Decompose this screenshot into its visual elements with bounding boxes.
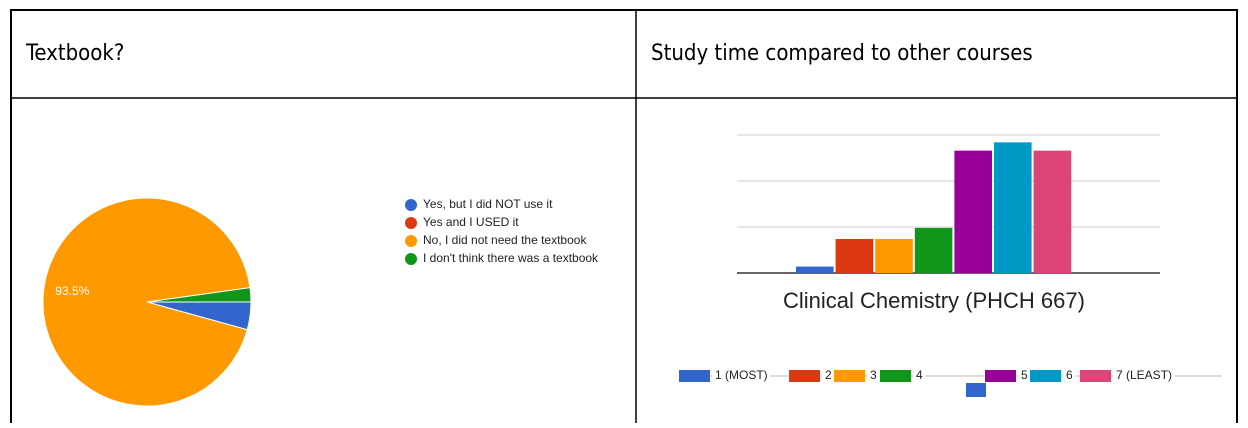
legend-bg [1113, 368, 1176, 384]
bar [954, 150, 992, 273]
legend-dot [405, 235, 417, 247]
legend-swatch [1080, 370, 1111, 382]
bar [875, 238, 913, 273]
legend-label: I don't think there was a textbook [423, 251, 599, 265]
legend-label: No, I did not need the textbook [423, 233, 587, 247]
legend-label: 3 [870, 368, 877, 382]
bar [796, 266, 834, 273]
bar [994, 142, 1032, 273]
legend-label: Yes, but I did NOT use it [423, 197, 553, 211]
legend-swatch [880, 370, 911, 382]
legend-dot [405, 253, 417, 265]
legend-label: 1 (MOST) [715, 368, 768, 382]
header-cell: Textbook? [25, 41, 124, 66]
bar [914, 227, 953, 273]
legend-label: 4 [916, 368, 923, 382]
table-border [10, 9, 1238, 428]
slice-label: 93.5% [55, 284, 89, 298]
legend-dot [405, 217, 417, 229]
legend-swatch [789, 370, 820, 382]
legend-swatch [1030, 370, 1061, 382]
legend-artifact [966, 383, 986, 397]
legend-bg [913, 368, 926, 384]
legend-bg [867, 368, 880, 384]
legend-swatch [834, 370, 865, 382]
legend-bg [1063, 368, 1076, 384]
legend-swatch [985, 370, 1016, 382]
legend-bg [712, 368, 771, 384]
pie-slice [42, 197, 251, 407]
legend-label: 6 [1066, 368, 1073, 382]
bar [835, 238, 874, 273]
category-label: Clinical Chemistry (PHCH 667) [783, 288, 1085, 313]
legend-label: 5 [1021, 368, 1028, 382]
legend-label: Yes and I USED it [423, 215, 519, 229]
legend-dot [405, 199, 417, 211]
header-cell: Study time compared to other courses [651, 41, 1033, 66]
legend-bg [822, 368, 835, 384]
legend-bg [1018, 368, 1031, 384]
legend-label: 7 (LEAST) [1116, 368, 1172, 382]
pie-slice [146, 287, 252, 303]
legend-swatch [679, 370, 710, 382]
bar [1033, 150, 1072, 273]
legend-label: 2 [825, 368, 832, 382]
